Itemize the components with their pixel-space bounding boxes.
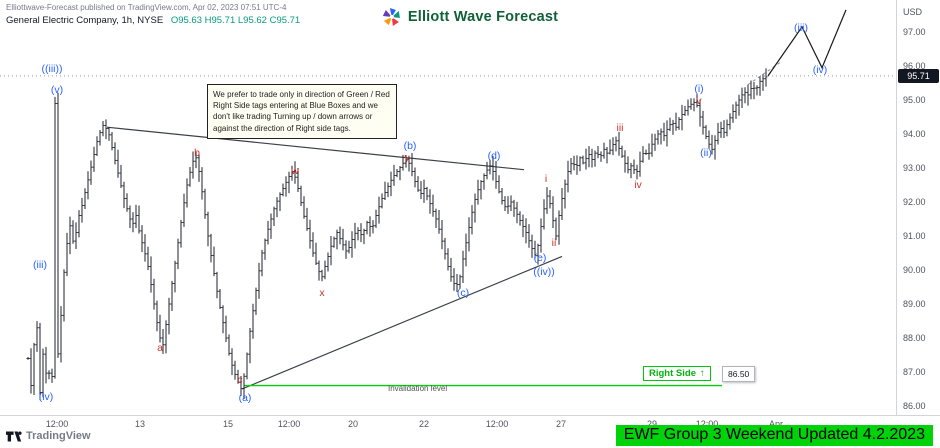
time-tick: 12:00 xyxy=(696,419,719,429)
right-side-label: Right Side xyxy=(649,368,696,379)
invalidation-price-tag: 86.50 xyxy=(722,366,756,382)
wave-label: i xyxy=(545,173,547,185)
currency-label: USD xyxy=(903,7,923,17)
invalidation-label: Invalidation level xyxy=(388,384,448,393)
price-tick: 95.00 xyxy=(903,95,926,105)
time-tick: 15 xyxy=(223,419,233,429)
wave-label: ii xyxy=(552,237,557,249)
wave-label: b xyxy=(194,147,200,159)
projection-path xyxy=(767,9,847,77)
price-tick: 87.00 xyxy=(903,367,926,377)
price-tick: 90.00 xyxy=(903,265,926,275)
update-banner: EWF Group 3 Weekend Updated 4.2.2023 xyxy=(615,425,933,446)
ewf-logo-icon xyxy=(382,8,400,26)
wave-label: iv xyxy=(634,179,642,191)
tradingview-icon xyxy=(6,430,22,442)
wave-label: v xyxy=(696,95,702,107)
tradingview-label: TradingView xyxy=(26,430,91,442)
price-tick: 97.00 xyxy=(903,27,926,37)
wave-label: (iii) xyxy=(794,22,808,34)
up-arrow-icon: ↑ xyxy=(699,368,705,379)
wave-label: ((iii)) xyxy=(42,63,63,75)
trendline xyxy=(106,126,525,171)
wave-label: (iv) xyxy=(813,64,828,76)
price-tick: 91.00 xyxy=(903,231,926,241)
trade-note: We prefer to trade only in direction of … xyxy=(207,84,397,139)
price-tick: 86.00 xyxy=(903,401,926,411)
wave-label: (v) xyxy=(51,84,63,96)
wave-label: (iii) xyxy=(33,259,47,271)
wave-label: (d) xyxy=(488,150,501,162)
wave-label: a xyxy=(157,342,163,354)
time-tick: 20 xyxy=(348,419,358,429)
wave-label: (a) xyxy=(239,392,252,404)
time-tick: 22 xyxy=(419,419,429,429)
wave-label: (c) xyxy=(457,287,469,299)
wave-label: (b) xyxy=(404,140,417,152)
price-tick: 93.00 xyxy=(903,163,926,173)
wave-label: c xyxy=(237,374,242,386)
symbol-info: General Electric Company, 1h, NYSE O95.6… xyxy=(6,15,300,26)
last-price-tag: 95.71 xyxy=(898,69,939,83)
wave-label: (ii) xyxy=(700,147,712,159)
time-tick: 12:00 xyxy=(486,419,509,429)
ewf-logo-text: Elliott Wave Forecast xyxy=(407,9,559,25)
ewf-logo: Elliott Wave Forecast xyxy=(382,7,558,27)
wave-label: ((iv)) xyxy=(533,266,555,278)
price-tick: 88.00 xyxy=(903,333,926,343)
wave-label: x xyxy=(319,287,325,299)
ohlc-values: O95.63 H95.71 L95.62 C95.71 xyxy=(170,15,301,26)
tradingview-logo[interactable]: TradingView xyxy=(6,430,91,442)
time-tick: 12:00 xyxy=(278,419,301,429)
price-tick: 92.00 xyxy=(903,197,926,207)
time-tick: 13 xyxy=(135,419,145,429)
wave-label: w xyxy=(290,165,299,177)
right-side-tag: Right Side ↑ xyxy=(643,366,711,381)
time-tick: Apr xyxy=(769,419,783,429)
symbol-title: General Electric Company, 1h, NYSE xyxy=(6,15,164,26)
time-tick: 29 xyxy=(647,419,657,429)
wave-label: (i) xyxy=(694,83,703,95)
wave-label: y xyxy=(404,152,410,164)
price-tick: 89.00 xyxy=(903,299,926,309)
time-tick: 27 xyxy=(556,419,566,429)
wave-label: iii xyxy=(617,122,624,134)
time-tick: 12:00 xyxy=(46,419,69,429)
wave-label: (iv) xyxy=(39,391,54,403)
price-tick: 94.00 xyxy=(903,129,926,139)
publish-attribution: Elliottwave-Forecast published on Tradin… xyxy=(6,3,287,12)
price-tick: 96.00 xyxy=(903,61,926,71)
trendline xyxy=(241,255,563,390)
wave-label: (e) xyxy=(534,252,547,264)
